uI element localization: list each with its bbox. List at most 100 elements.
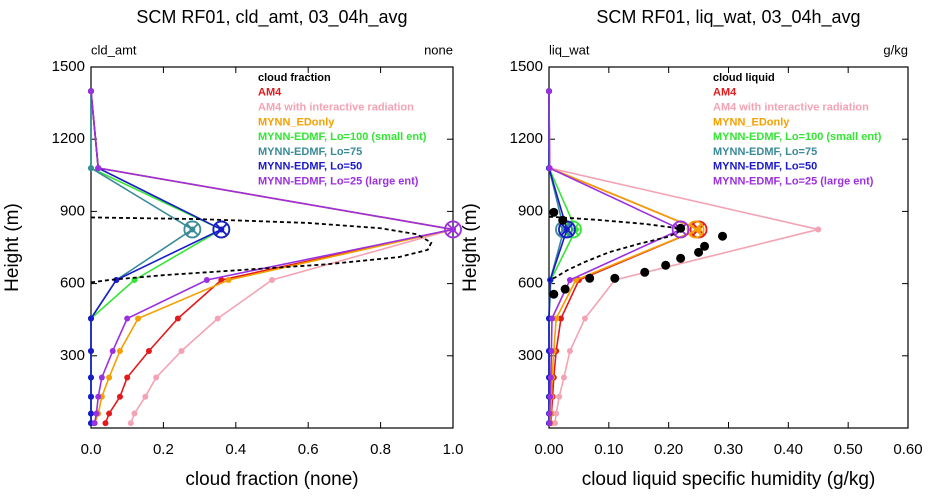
profile-line <box>548 91 683 424</box>
obs-point <box>640 267 650 277</box>
legend-entry: MYNN_EDonly <box>713 116 790 128</box>
mean-circle <box>686 220 705 239</box>
x-tick-label: 0.4 <box>225 441 246 458</box>
x-tick-label: 0.10 <box>594 441 623 458</box>
mean-circle <box>671 220 690 239</box>
chart-title: SCM RF01, liq_wat, 03_04h_avg <box>596 7 860 28</box>
profile-point <box>560 374 567 381</box>
obs-point <box>560 284 570 294</box>
legend-entry: MYNN-EDMF, Lo=50 <box>258 161 362 173</box>
plot-area <box>88 67 462 428</box>
profile-point <box>551 420 558 427</box>
plot-area <box>546 67 822 428</box>
x-tick-label: 1.0 <box>443 441 464 458</box>
profile-point <box>106 374 113 381</box>
y-axis-label: Height (m) <box>2 203 23 292</box>
legend-entry: AM4 <box>713 87 737 99</box>
mean-circle <box>183 220 202 239</box>
x-tick-label: 0.60 <box>893 441 922 458</box>
profile-point <box>547 393 554 400</box>
x-tick-label: 0.40 <box>774 441 803 458</box>
profile-point <box>116 347 123 354</box>
profile-point <box>106 410 113 417</box>
legend-entry: MYNN-EDMF, Lo=50 <box>713 161 817 173</box>
profile-point <box>556 393 563 400</box>
legend-entry: MYNN-EDMF, Lo=25 (large ent) <box>258 176 419 188</box>
profile-point <box>109 347 116 354</box>
legend-entry: AM4 with interactive radiation <box>258 102 414 114</box>
obs-point <box>610 273 620 283</box>
mean-marker <box>686 220 705 239</box>
profile-point <box>174 315 181 322</box>
profile-point <box>145 347 152 354</box>
mean-cross <box>689 223 702 236</box>
profile-point <box>557 315 564 322</box>
x-tick-label: 0.6 <box>298 441 319 458</box>
profile-line <box>90 90 224 424</box>
x-tick-label: 0.20 <box>654 441 683 458</box>
profile-point <box>95 165 102 172</box>
legend-entry: MYNN_EDonly <box>258 116 335 128</box>
obs-point <box>661 260 671 270</box>
profile-point <box>88 410 94 417</box>
mean-cross <box>566 223 580 236</box>
x-axis-label: cloud fraction (none) <box>185 469 358 490</box>
profile-point <box>214 315 221 322</box>
y-tick-label: 1500 <box>52 58 85 75</box>
profile-point <box>546 420 553 427</box>
profile-line <box>90 90 454 424</box>
profile-point <box>88 393 94 400</box>
profile-point <box>127 420 134 427</box>
legend-title: cloud fraction <box>258 72 331 84</box>
y-tick-label: 300 <box>518 347 543 364</box>
mean-cross <box>215 223 228 236</box>
obs-point <box>558 215 568 225</box>
chart-title: SCM RF01, cld_amt, 03_04h_avg <box>136 7 407 28</box>
mean-cross <box>560 223 574 236</box>
profile-line <box>548 91 701 424</box>
profile-line <box>90 91 194 424</box>
profile-point <box>203 276 210 283</box>
profile-point <box>269 276 275 283</box>
profile-point <box>566 347 573 354</box>
obs-point <box>549 207 559 217</box>
x-tick-label: 0.0 <box>81 441 102 458</box>
profile-point <box>88 347 94 354</box>
y-axis-label: Height (m) <box>460 203 481 292</box>
top-left-label: liq_wat <box>549 42 590 57</box>
profile-point <box>88 88 94 95</box>
obs-point <box>718 231 728 241</box>
profile-point <box>178 347 185 354</box>
top-right-label: none <box>424 42 453 57</box>
y-tick-label: 600 <box>518 275 543 292</box>
legend-entry: AM4 with interactive radiation <box>713 102 869 114</box>
dashed-profile <box>90 216 433 284</box>
top-left-label: cld_amt <box>91 42 137 57</box>
legend-entry: MYNN-EDMF, Lo=100 (small ent) <box>713 131 882 143</box>
profile-point <box>546 88 552 95</box>
profile-point <box>93 410 100 417</box>
legend-entry: MYNN-EDMF, Lo=25 (large ent) <box>713 176 874 188</box>
mean-circle <box>212 220 231 239</box>
top-right-label: g/kg <box>883 42 908 57</box>
profile-point <box>547 374 554 381</box>
mean-cross <box>446 223 460 236</box>
obs-point <box>694 247 704 257</box>
profile-point <box>95 393 102 400</box>
x-tick-label: 0.2 <box>153 441 174 458</box>
profile-point <box>546 410 553 417</box>
mean-marker <box>444 220 462 239</box>
profile-point <box>142 393 149 400</box>
profile-point <box>88 374 94 381</box>
profile-point <box>153 374 160 381</box>
profile-point <box>135 315 142 322</box>
profile-point <box>88 165 94 172</box>
mean-circle <box>444 220 462 239</box>
profile-point <box>124 315 131 322</box>
x-axis-label: cloud liquid specific humidity (g/kg) <box>582 469 876 490</box>
profile-point <box>815 226 822 233</box>
profile-point <box>98 374 105 381</box>
y-tick-label: 900 <box>60 202 85 219</box>
y-tick-label: 1200 <box>52 130 85 147</box>
profile-point <box>548 315 555 322</box>
